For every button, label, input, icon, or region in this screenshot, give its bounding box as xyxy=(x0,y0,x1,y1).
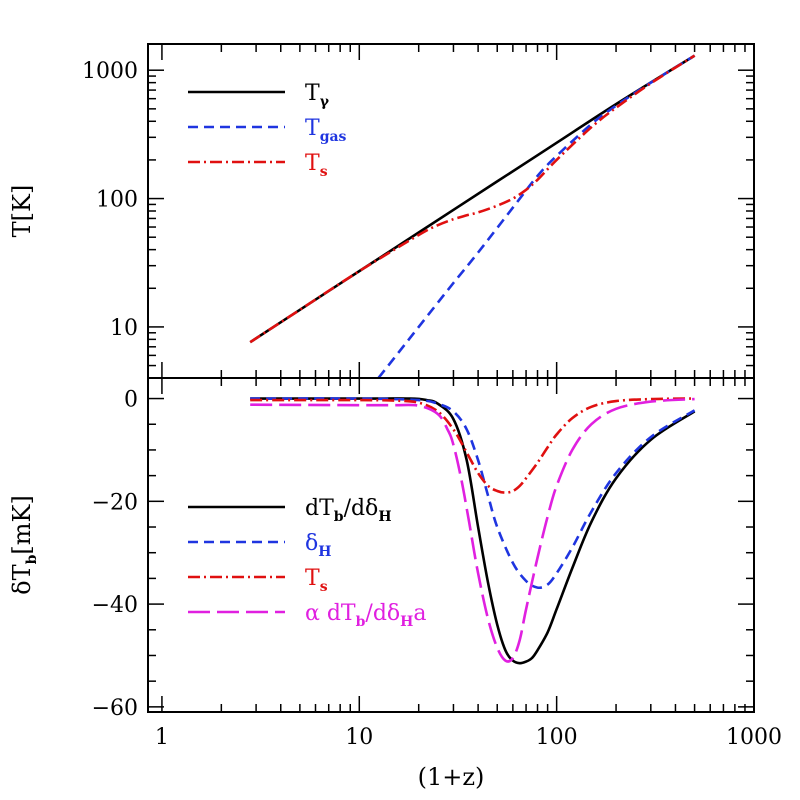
bottom-plot-frame xyxy=(147,377,755,713)
legend-label-t-s-b: Ts xyxy=(305,566,328,595)
x-axis-title: (1+z) xyxy=(418,763,485,791)
top-curves xyxy=(249,54,696,379)
bottom-legend: dTb/dδH δH Ts α dTb/dδHa xyxy=(188,496,427,630)
series-line-t-s xyxy=(249,54,696,344)
y-tick-label: −60 xyxy=(92,696,138,721)
legend-label-dtb-ddh: dTb/dδH xyxy=(305,496,392,525)
x-tick-label: 1 xyxy=(155,725,169,750)
legend-label-t-s: Ts xyxy=(305,151,328,180)
legend-label-t-gas: Tgas xyxy=(305,116,347,145)
bottom-ticks: 1 10 100 1000 0 −20 −40 −60 xyxy=(92,378,782,750)
series-line-alpha-dtb xyxy=(250,397,695,663)
bottom-curves xyxy=(250,397,696,665)
top-legend: Tγ Tgas Ts xyxy=(188,81,347,180)
legend-label-alpha-dtb: α dTb/dδHa xyxy=(305,601,427,630)
legend-label-t-gamma: Tγ xyxy=(305,81,330,110)
x-tick-label: 1000 xyxy=(726,725,782,750)
bottom-panel: 1 10 100 1000 0 −20 −40 −60 dTb/dδH δH Ts α dTb/dδ… xyxy=(8,377,782,750)
y-tick-label: −20 xyxy=(92,490,138,515)
x-tick-label: 100 xyxy=(536,725,578,750)
y-tick-label: 0 xyxy=(124,388,138,413)
x-tick-label: 10 xyxy=(345,725,373,750)
legend-label-delta-h: δH xyxy=(305,531,331,560)
y-tick-label: 100 xyxy=(96,188,138,213)
series-line-t-gas xyxy=(377,54,696,379)
bottom-y-axis-title: δTb[mK] xyxy=(8,495,40,595)
top-ticks: 10 100 1000 xyxy=(82,44,755,379)
y-tick-label: 1000 xyxy=(82,59,138,84)
y-tick-label: 10 xyxy=(110,316,138,341)
top-panel: 10 100 1000 Tγ Tgas Ts T[K] xyxy=(8,43,755,379)
y-tick-label: −40 xyxy=(92,593,138,618)
top-y-axis-title: T[K] xyxy=(8,185,36,238)
series-line-delta-h xyxy=(250,397,696,590)
